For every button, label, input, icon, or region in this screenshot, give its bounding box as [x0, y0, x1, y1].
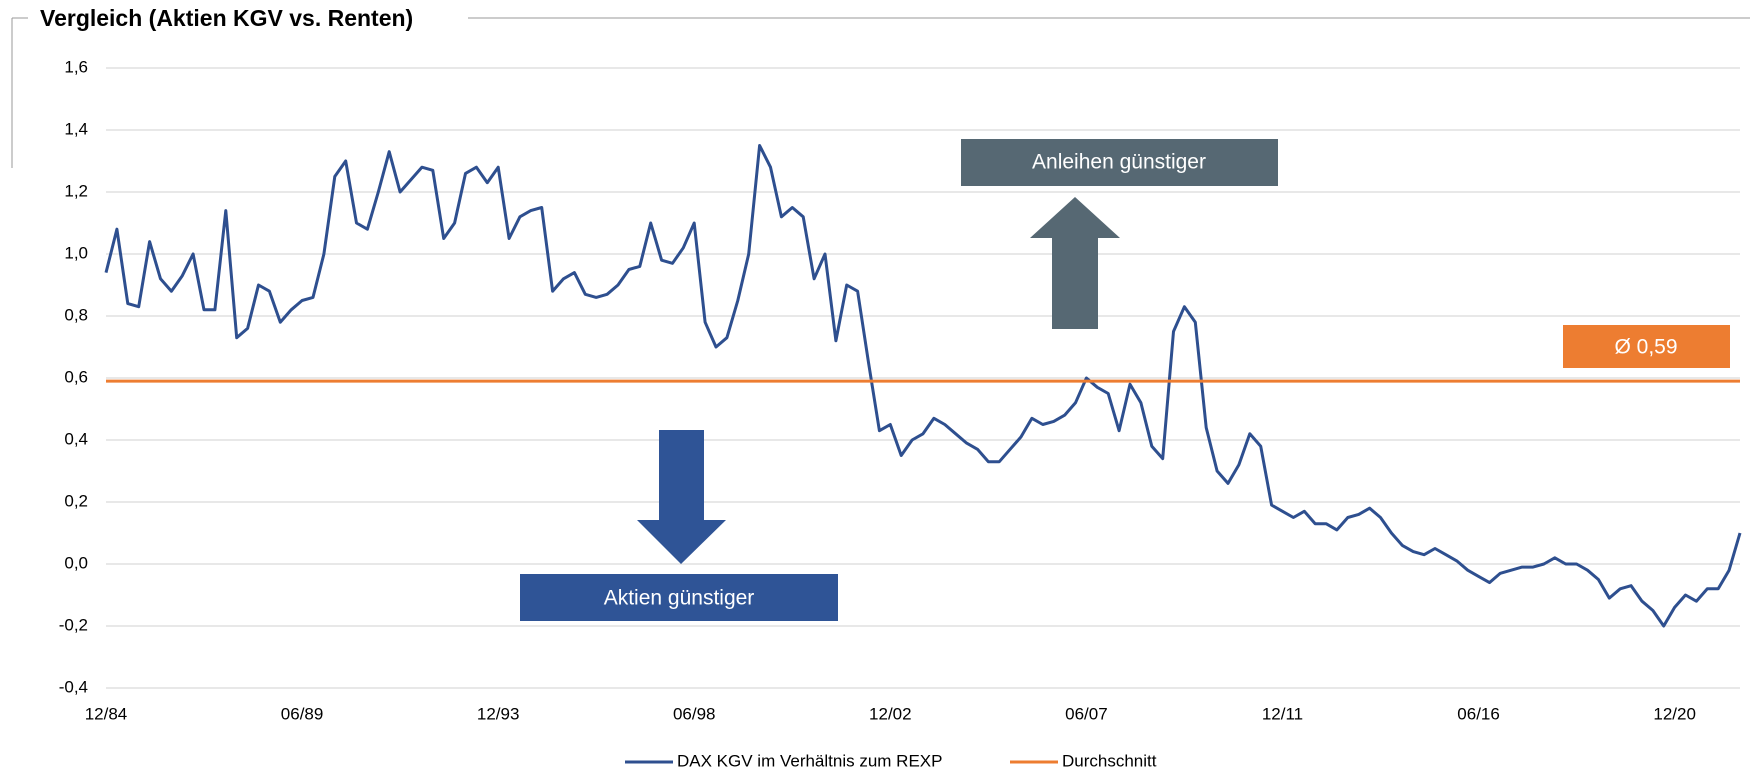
x-tick-label: 06/07 [1065, 704, 1108, 723]
y-tick-label: -0,4 [59, 677, 88, 696]
y-tick-label: -0,2 [59, 615, 88, 634]
y-tick-label: 1,2 [64, 181, 88, 200]
plot-area: -0,4 -0,2 0,0 0,2 0,4 0,6 0,8 1,0 1,2 1,4 1,6 12/84… [59, 57, 1742, 723]
y-tick-label: 0,0 [64, 553, 88, 572]
y-tick-label: 1,4 [64, 119, 88, 138]
average-label: Ø 0,59 [1614, 336, 1677, 359]
x-tick-label: 06/98 [673, 704, 716, 723]
x-tick-label: 12/93 [477, 704, 520, 723]
x-tick-label: 06/16 [1457, 704, 1500, 723]
y-tick-label: 0,8 [64, 305, 88, 324]
x-tick-label: 06/89 [281, 704, 324, 723]
y-tick-label: 0,6 [64, 367, 88, 386]
annotation: Anleihen günstiger [1032, 151, 1206, 174]
arrow-up [1030, 197, 1120, 329]
y-tick-label: 1,6 [64, 57, 88, 76]
x-tick-label: 12/84 [85, 704, 128, 723]
average-label-box [1563, 325, 1730, 368]
annotation: Aktien günstiger [604, 587, 755, 610]
y-tick-label: 1,0 [64, 243, 88, 262]
x-tick-label: 12/20 [1653, 704, 1696, 723]
arrow-down [637, 430, 726, 564]
y-tick-label: 0,2 [64, 491, 88, 510]
y-tick-label: 0,4 [64, 429, 88, 448]
annotation-box [520, 574, 838, 621]
annotation-box [961, 139, 1278, 186]
legend-label: Durchschnitt [1062, 751, 1157, 770]
chart-title: Vergleich (Aktien KGV vs. Renten) [40, 5, 413, 31]
legend-label: DAX KGV im Verhältnis zum REXP [677, 751, 942, 770]
x-tick-label: 12/02 [869, 704, 912, 723]
x-tick-label: 12/11 [1262, 704, 1303, 723]
data-line [104, 144, 1742, 628]
